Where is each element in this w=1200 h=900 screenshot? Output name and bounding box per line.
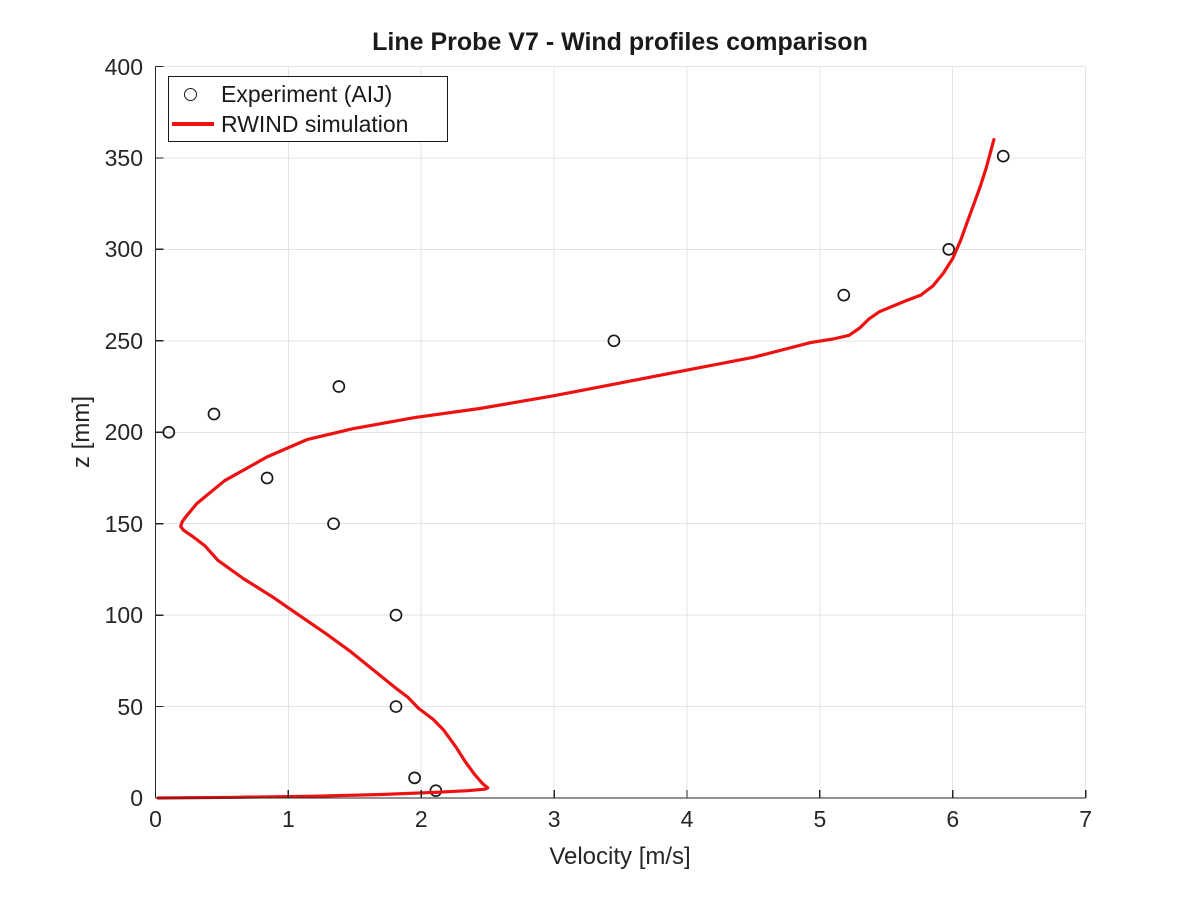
experiment-data-point bbox=[996, 149, 1010, 163]
legend-entry-label: Experiment (AIJ) bbox=[221, 80, 393, 107]
legend-marker-cell bbox=[169, 87, 221, 101]
simulation-curve bbox=[156, 138, 996, 800]
legend-entry-label: RWIND simulation bbox=[221, 110, 409, 137]
experiment-data-point bbox=[607, 334, 621, 348]
legend-box: Experiment (AIJ) RWIND simulation bbox=[168, 76, 448, 142]
legend-entry-experiment: Experiment (AIJ) bbox=[169, 79, 447, 109]
experiment-data-point bbox=[942, 243, 956, 256]
experiment-data-point bbox=[837, 288, 851, 302]
experiment-data-point bbox=[332, 380, 346, 393]
experiment-data-point bbox=[408, 771, 421, 785]
experiment-data-point bbox=[207, 407, 221, 421]
open-circle-marker-icon bbox=[184, 87, 197, 101]
experiment-data-point bbox=[327, 517, 340, 531]
legend-entry-simulation: RWIND simulation bbox=[169, 109, 447, 139]
line-marker-icon bbox=[172, 122, 214, 126]
legend-marker-cell bbox=[169, 122, 221, 126]
experiment-data-point bbox=[389, 700, 403, 713]
chart-title: Line Probe V7 - Wind profiles comparison bbox=[372, 28, 868, 56]
experiment-data-point bbox=[260, 471, 274, 485]
experiment-data-point bbox=[389, 608, 403, 622]
y-axis-label: z [mm] bbox=[68, 396, 95, 468]
x-axis-label: Velocity [m/s] bbox=[549, 843, 691, 870]
